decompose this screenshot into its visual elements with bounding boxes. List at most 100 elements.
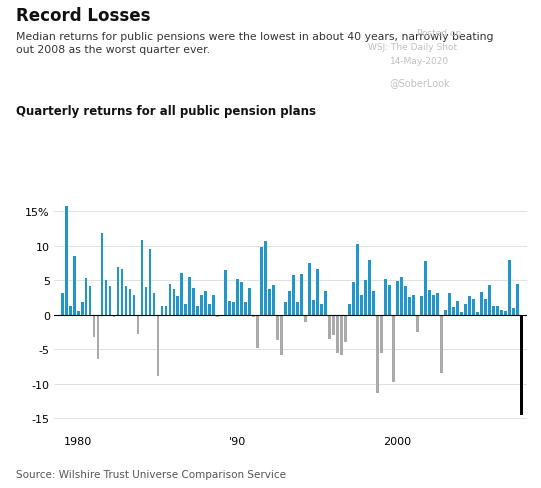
Bar (305, 315, 307, 322)
Bar (233, 303, 235, 315)
Bar (164, 307, 167, 315)
Bar (420, 297, 423, 315)
Bar (141, 241, 143, 315)
Bar (368, 261, 371, 315)
Bar (384, 279, 387, 315)
Bar (116, 267, 120, 315)
Bar (508, 261, 511, 315)
Bar (72, 257, 76, 315)
Text: 14-May-2020: 14-May-2020 (390, 57, 448, 65)
Bar (340, 315, 343, 355)
Bar (456, 301, 459, 315)
Bar (376, 315, 379, 393)
Bar (136, 315, 140, 334)
Text: Median returns for public pensions were the lowest in about 40 years, narrowly b: Median returns for public pensions were … (16, 32, 494, 55)
Bar (248, 288, 251, 315)
Bar (133, 296, 135, 315)
Bar (201, 296, 203, 315)
Bar (276, 315, 279, 341)
Bar (516, 284, 519, 315)
Bar (392, 315, 395, 383)
Bar (240, 283, 243, 315)
Bar (184, 304, 187, 315)
Bar (97, 315, 100, 360)
Bar (176, 297, 180, 315)
Bar (173, 289, 175, 315)
Bar (168, 284, 171, 315)
Bar (77, 312, 80, 315)
Bar (312, 301, 315, 315)
Bar (285, 303, 287, 315)
Bar (129, 289, 131, 315)
Bar (300, 274, 303, 315)
Bar (236, 279, 239, 315)
Bar (188, 278, 192, 315)
Bar (468, 297, 471, 315)
Bar (93, 315, 95, 337)
Bar (460, 312, 463, 315)
Bar (357, 244, 359, 315)
Bar (260, 248, 263, 315)
Bar (288, 292, 291, 315)
Bar (220, 315, 223, 316)
Bar (256, 315, 259, 348)
Bar (193, 288, 195, 315)
Text: Source: Wilshire Trust Universe Comparison Service: Source: Wilshire Trust Universe Comparis… (16, 469, 286, 479)
Bar (488, 285, 491, 315)
Bar (245, 302, 247, 315)
Bar (476, 312, 479, 315)
Bar (380, 315, 383, 353)
Bar (440, 315, 443, 373)
Bar (432, 295, 435, 315)
Bar (268, 289, 271, 315)
Bar (216, 315, 219, 317)
Bar (181, 273, 183, 315)
Bar (504, 311, 507, 315)
Bar (81, 303, 83, 315)
Bar (113, 315, 115, 317)
Bar (272, 285, 275, 315)
Bar (496, 307, 499, 315)
Bar (153, 294, 155, 315)
Bar (101, 234, 103, 315)
Bar (408, 297, 411, 315)
Bar (124, 286, 128, 315)
Bar (144, 287, 147, 315)
Bar (109, 286, 111, 315)
Bar (89, 286, 91, 315)
Bar (156, 315, 160, 376)
Bar (372, 291, 375, 315)
Bar (84, 279, 88, 315)
Bar (472, 299, 475, 315)
Bar (416, 315, 419, 332)
Bar (337, 315, 339, 353)
Bar (196, 306, 199, 315)
Bar (448, 294, 451, 315)
Bar (492, 306, 495, 315)
Bar (424, 262, 427, 315)
Bar (308, 264, 311, 315)
Bar (400, 278, 403, 315)
Text: Record Losses: Record Losses (16, 7, 151, 25)
Text: Quarterly returns for all public pension plans: Quarterly returns for all public pension… (16, 105, 316, 118)
Bar (328, 315, 331, 339)
Bar (225, 270, 227, 315)
Bar (253, 315, 255, 318)
Bar (204, 291, 207, 315)
Bar (428, 290, 431, 315)
Bar (436, 293, 439, 315)
Bar (388, 285, 391, 315)
Bar (404, 287, 407, 315)
Bar (161, 306, 163, 315)
Bar (265, 242, 267, 315)
Bar (500, 310, 503, 315)
Bar (280, 315, 283, 355)
Bar (464, 305, 467, 315)
Bar (292, 276, 295, 315)
Bar (360, 296, 363, 315)
Bar (149, 250, 151, 315)
Bar (412, 296, 415, 315)
Bar (324, 291, 327, 315)
Bar (64, 206, 68, 315)
Bar (444, 310, 447, 315)
